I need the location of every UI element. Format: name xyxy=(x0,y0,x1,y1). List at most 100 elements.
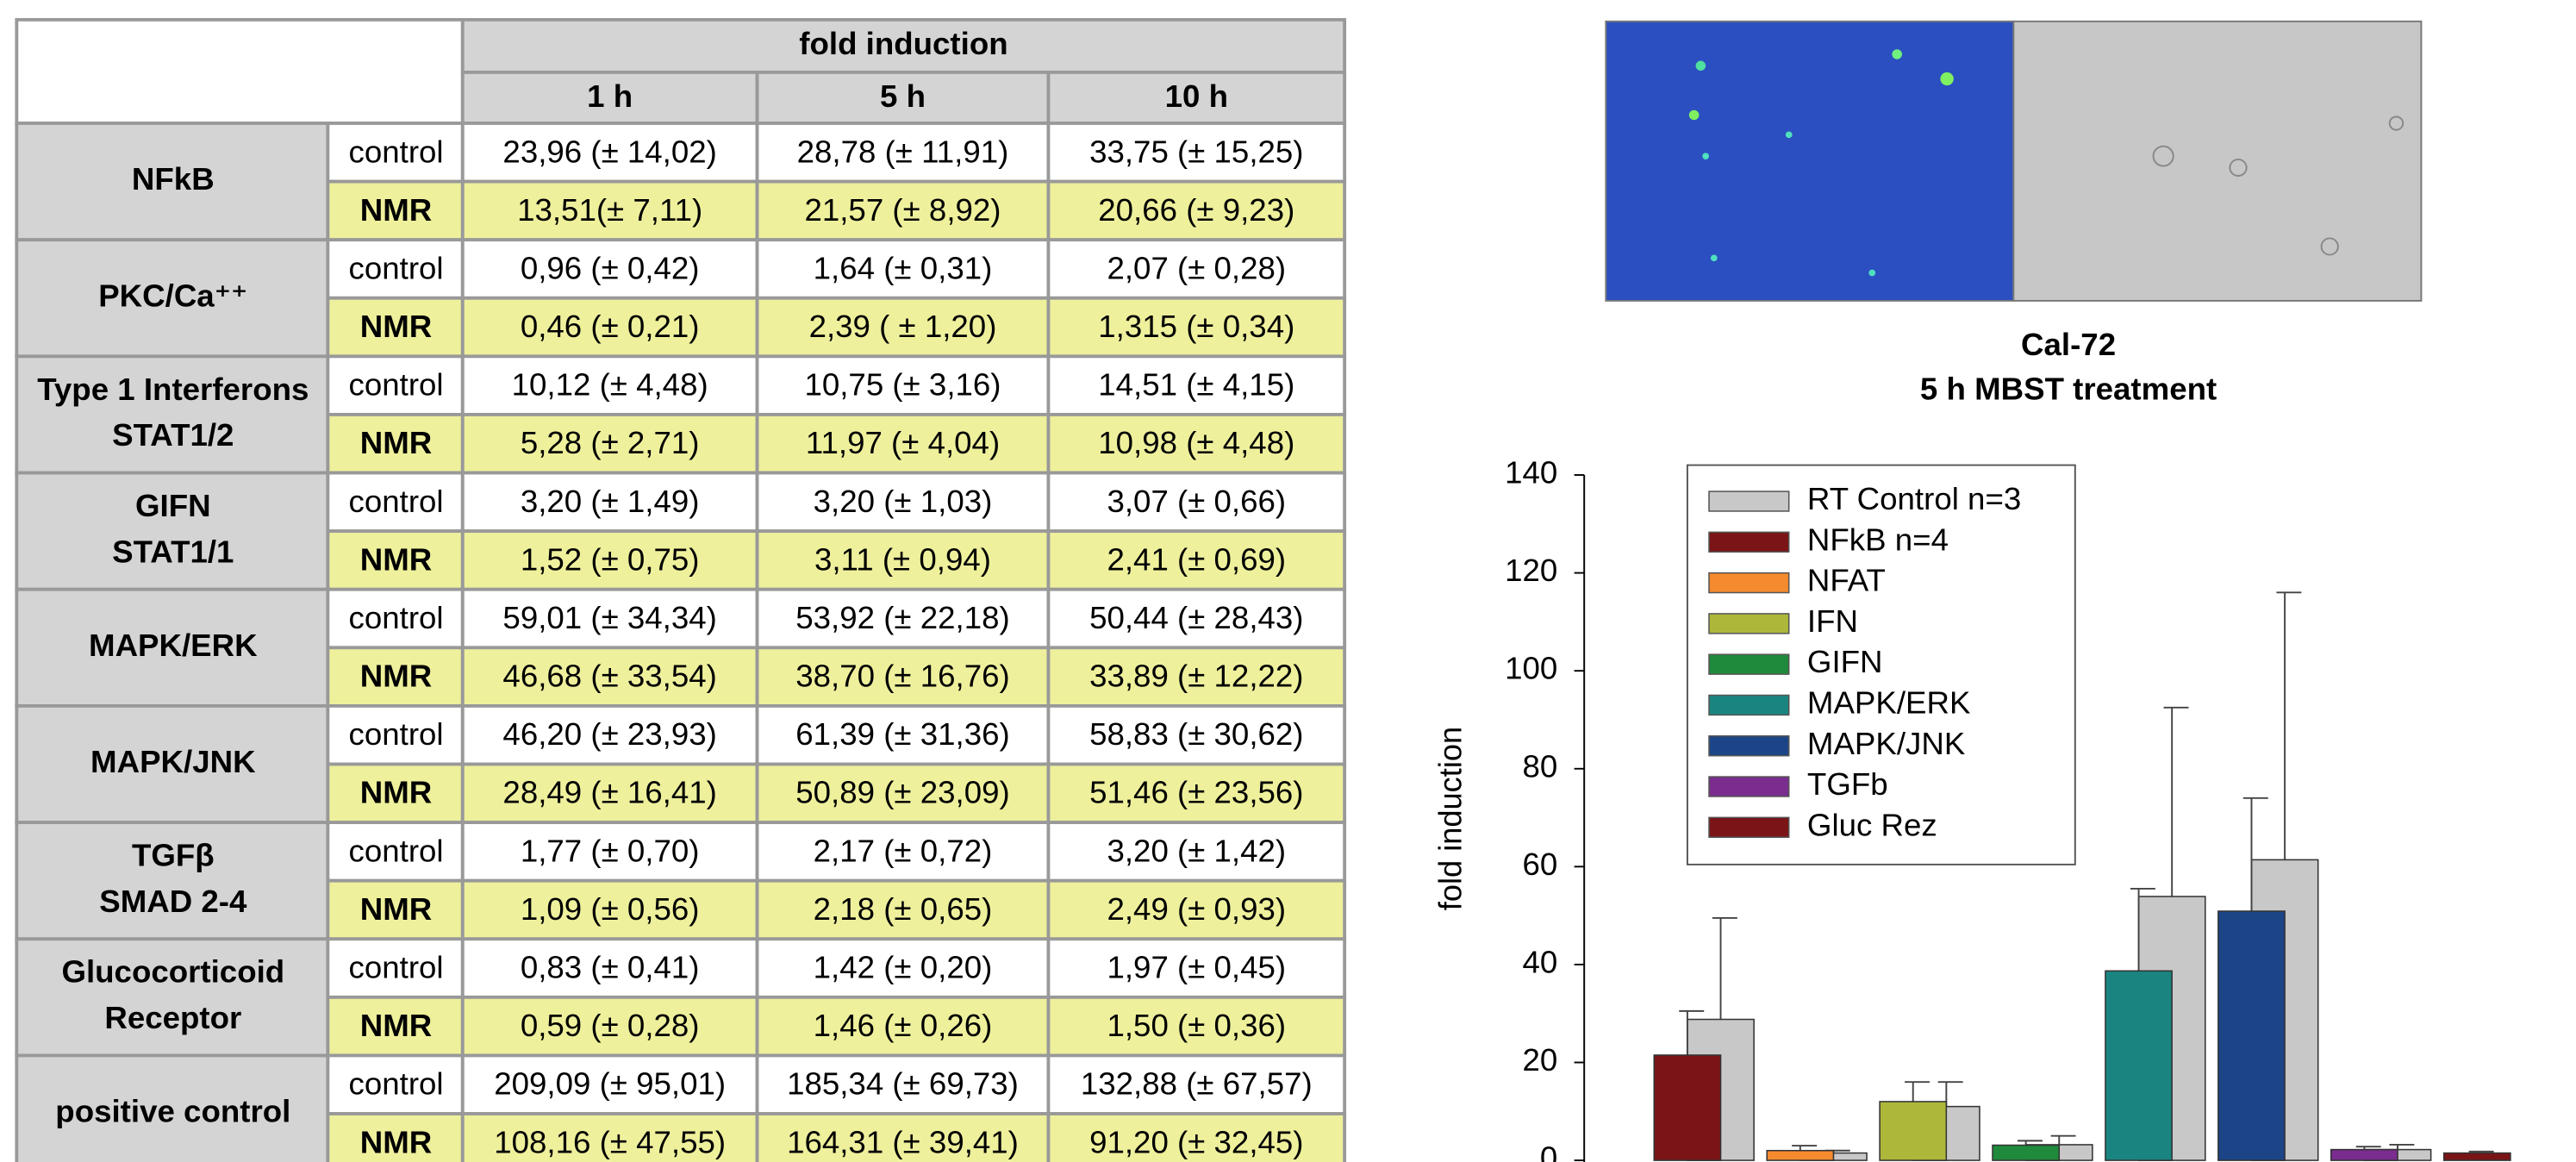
legend-label: TGFb xyxy=(1807,766,1888,802)
value: 1,52 (± 0,75) xyxy=(521,542,700,578)
y-tick-label: 0 xyxy=(1540,1140,1557,1162)
condition: control xyxy=(349,834,444,869)
table-corner xyxy=(16,20,462,123)
group-label: TGFβ xyxy=(132,838,215,873)
value: 2,39 ( ± 1,20) xyxy=(809,309,997,344)
legend-swatch xyxy=(1709,614,1789,634)
legend-label: IFN xyxy=(1807,603,1858,639)
column-header: 10 h xyxy=(1165,78,1228,114)
value: 3,20 (± 1,03) xyxy=(814,484,993,519)
value: 46,20 (± 23,93) xyxy=(502,716,716,752)
value: 38,70 (± 16,76) xyxy=(795,659,1009,694)
value: 3,11 (± 0,94) xyxy=(814,542,991,578)
chart-title: 5 h MBST treatment xyxy=(1920,372,2217,407)
value: 164,31 (± 39,41) xyxy=(787,1125,1019,1160)
y-axis-label: fold induction xyxy=(1432,727,1468,910)
value: 1,46 (± 0,26) xyxy=(814,1008,993,1043)
value: 185,34 (± 69,73) xyxy=(787,1066,1019,1102)
condition: NMR xyxy=(360,1008,433,1043)
value: 50,89 (± 23,09) xyxy=(795,775,1009,810)
condition: control xyxy=(349,484,444,519)
value: 1,97 (± 0,45) xyxy=(1107,950,1286,985)
y-tick-label: 140 xyxy=(1505,455,1557,490)
value: 13,51(± 7,11) xyxy=(517,192,702,228)
condition: NMR xyxy=(360,309,433,344)
value: 58,83 (± 30,62) xyxy=(1089,716,1303,752)
value: 33,75 (± 15,25) xyxy=(1089,134,1303,169)
value: 132,88 (± 67,57) xyxy=(1081,1066,1313,1102)
condition: control xyxy=(349,367,444,403)
value: 28,78 (± 11,91) xyxy=(797,134,1009,169)
value: 1,77 (± 0,70) xyxy=(521,834,700,869)
condition: NMR xyxy=(360,425,433,460)
legend-swatch xyxy=(1709,532,1789,552)
chart-title: Cal-72 xyxy=(2021,327,2116,362)
value: 2,49 (± 0,93) xyxy=(1107,891,1286,927)
value: 21,57 (± 8,92) xyxy=(804,192,1001,228)
value: 108,16 (± 47,55) xyxy=(494,1125,726,1160)
legend-swatch xyxy=(1709,817,1789,837)
group-label: Type 1 Interferons xyxy=(37,372,309,407)
group-label: NFkB xyxy=(132,161,215,197)
value: 53,92 (± 22,18) xyxy=(795,600,1009,635)
bar xyxy=(2331,1150,2398,1160)
legend-swatch xyxy=(1709,654,1789,674)
legend-label: RT Control n=3 xyxy=(1807,481,2021,516)
legend-label: NFAT xyxy=(1807,563,1886,598)
legend-swatch xyxy=(1709,573,1789,593)
legend-label: NFkB n=4 xyxy=(1807,522,1949,558)
legend-label: MAPK/ERK xyxy=(1807,685,1970,721)
condition: control xyxy=(349,716,444,752)
group-label: MAPK/JNK xyxy=(90,744,256,779)
value: 50,44 (± 28,43) xyxy=(1089,600,1303,635)
value: 0,83 (± 0,41) xyxy=(521,950,700,985)
page: {"table": { "header_top": "fold inductio… xyxy=(0,0,2576,1162)
value: 11,97 (± 4,04) xyxy=(806,425,1000,460)
legend-swatch xyxy=(1709,491,1789,511)
value: 0,59 (± 0,28) xyxy=(521,1008,700,1043)
value: 0,46 (± 0,21) xyxy=(521,309,700,344)
group-label: STAT1/1 xyxy=(112,534,234,570)
value: 0,96 (± 0,42) xyxy=(521,251,700,286)
value: 1,09 (± 0,56) xyxy=(521,891,700,927)
value: 20,66 (± 9,23) xyxy=(1098,192,1294,228)
value: 5,28 (± 2,71) xyxy=(521,425,700,460)
condition: NMR xyxy=(360,542,433,578)
value: 59,01 (± 34,34) xyxy=(502,600,716,635)
bar xyxy=(1993,1145,2059,1160)
condition: control xyxy=(349,600,444,635)
value: 3,20 (± 1,49) xyxy=(521,484,700,519)
value: 51,46 (± 23,56) xyxy=(1089,775,1303,810)
condition: control xyxy=(349,950,444,985)
condition: NMR xyxy=(360,659,433,694)
value: 14,51 (± 4,15) xyxy=(1098,367,1294,403)
value: 2,18 (± 0,65) xyxy=(814,891,993,927)
group-label: STAT1/2 xyxy=(112,417,234,453)
value: 91,20 (± 32,45) xyxy=(1089,1125,1303,1160)
header-title: fold induction xyxy=(799,26,1007,61)
group-label: MAPK/ERK xyxy=(89,628,258,663)
bar xyxy=(1880,1102,1946,1160)
column-header: 5 h xyxy=(880,78,926,114)
legend-swatch xyxy=(1709,777,1789,797)
y-tick-label: 100 xyxy=(1505,651,1557,686)
condition: control xyxy=(349,251,444,286)
value: 23,96 (± 14,02) xyxy=(502,134,716,169)
value: 1,315 (± 0,34) xyxy=(1098,309,1294,344)
bar xyxy=(1654,1055,1720,1160)
condition: NMR xyxy=(360,192,433,228)
legend-swatch xyxy=(1709,736,1789,756)
bar xyxy=(2105,971,2172,1160)
bar xyxy=(2444,1153,2511,1161)
brightfield-image xyxy=(2013,22,2421,301)
value: 61,39 (± 31,36) xyxy=(795,716,1009,752)
y-tick-label: 40 xyxy=(1523,945,1558,980)
y-tick-label: 60 xyxy=(1523,847,1558,882)
value: 2,17 (± 0,72) xyxy=(814,834,993,869)
value: 28,49 (± 16,41) xyxy=(502,775,716,810)
group-label: positive control xyxy=(55,1094,290,1129)
value: 10,75 (± 3,16) xyxy=(804,367,1001,403)
legend-swatch xyxy=(1709,696,1789,715)
bar xyxy=(2218,911,2285,1160)
value: 1,64 (± 0,31) xyxy=(814,251,993,286)
